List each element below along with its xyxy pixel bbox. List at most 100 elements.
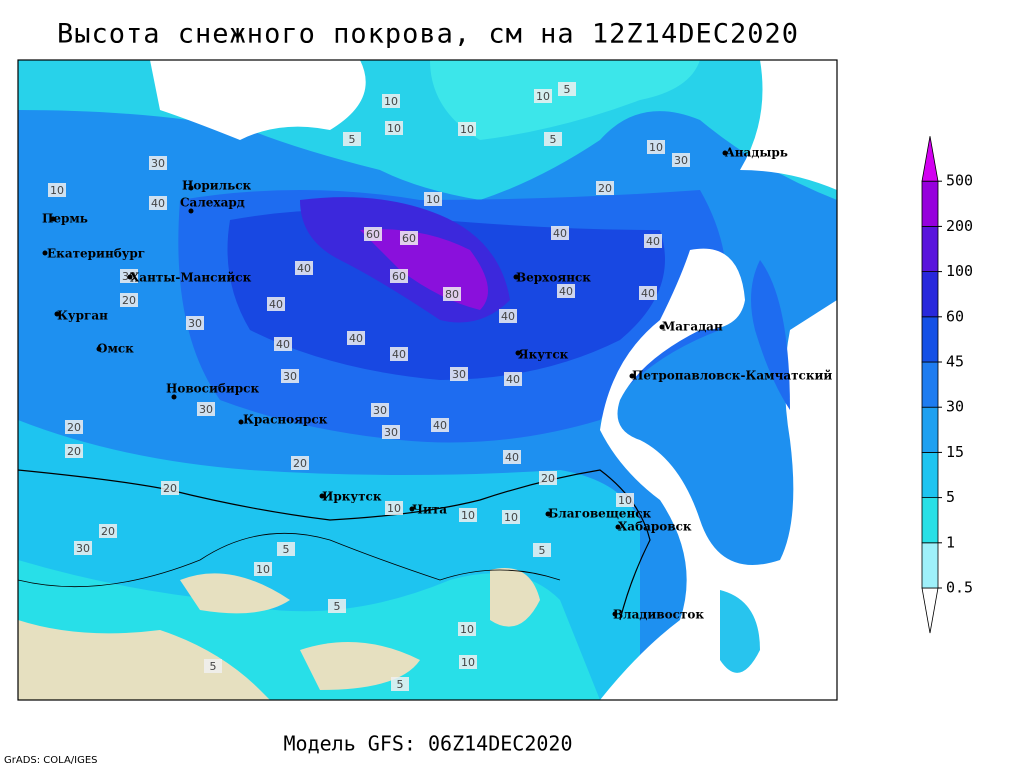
contour-label: 10 bbox=[618, 494, 632, 507]
contour-label: 10 bbox=[387, 122, 401, 135]
contour-label-box bbox=[120, 293, 138, 307]
contour-label: 40 bbox=[553, 227, 567, 240]
city-dot bbox=[127, 274, 133, 280]
contour-label-box bbox=[65, 444, 83, 458]
contour-label: 20 bbox=[101, 525, 115, 538]
city-dot bbox=[188, 208, 194, 214]
contour-label: 40 bbox=[646, 235, 660, 248]
model-footer: Модель GFS: 06Z14DEC2020 bbox=[284, 732, 573, 756]
contour-label-box bbox=[424, 192, 442, 206]
city-dot bbox=[54, 311, 60, 317]
city-label: Магадан bbox=[662, 320, 723, 334]
contour-label-box bbox=[504, 372, 522, 386]
contour-label: 10 bbox=[384, 95, 398, 108]
contour-label: 30 bbox=[283, 370, 297, 383]
contour-label: 10 bbox=[50, 184, 64, 197]
contour-label: 40 bbox=[349, 332, 363, 345]
contour-label-box bbox=[539, 471, 557, 485]
contour-label: 10 bbox=[649, 141, 663, 154]
legend-swatch bbox=[921, 271, 939, 318]
city-label: Екатеринбург bbox=[47, 247, 145, 261]
contour-label-box bbox=[458, 622, 476, 636]
city-label: Верхоянск bbox=[516, 271, 591, 285]
legend-label: 5 bbox=[946, 488, 955, 506]
contour-label-box bbox=[431, 418, 449, 432]
contour-label-box bbox=[443, 287, 461, 301]
contour-label: 10 bbox=[426, 193, 440, 206]
legend-swatch bbox=[921, 497, 939, 544]
contour-label: 60 bbox=[392, 270, 406, 283]
contour-label-box bbox=[503, 450, 521, 464]
legend-swatch bbox=[921, 180, 939, 227]
contour-label-box bbox=[502, 510, 520, 524]
contour-label-box bbox=[364, 227, 382, 241]
contour-label-box bbox=[534, 89, 552, 103]
contour-label: 20 bbox=[122, 294, 136, 307]
contour-label-box bbox=[390, 269, 408, 283]
city-label: Новосибирск bbox=[166, 382, 259, 396]
contour-label: 30 bbox=[674, 154, 688, 167]
legend-swatch bbox=[921, 542, 939, 589]
contour-label-box bbox=[639, 286, 657, 300]
city-label: Благовещенск bbox=[548, 507, 652, 521]
contour-label-box bbox=[267, 297, 285, 311]
contour-label: 20 bbox=[67, 445, 81, 458]
contour-label: 40 bbox=[297, 262, 311, 275]
contour-label: 40 bbox=[501, 310, 515, 323]
contour-label-box bbox=[186, 316, 204, 330]
legend-arrow-high bbox=[921, 136, 939, 182]
contour-label: 5 bbox=[539, 544, 546, 557]
contour-label: 60 bbox=[402, 232, 416, 245]
contour-label-box bbox=[274, 337, 292, 351]
contour-label-box bbox=[149, 196, 167, 210]
contour-label-box bbox=[281, 369, 299, 383]
contour-label-box bbox=[149, 156, 167, 170]
contour-label: 20 bbox=[541, 472, 555, 485]
legend-label: 0.5 bbox=[946, 579, 973, 597]
contour-label: 40 bbox=[151, 197, 165, 210]
city-label: Чита bbox=[412, 503, 447, 517]
contour-label-box bbox=[647, 140, 665, 154]
city-dot bbox=[188, 185, 194, 191]
city-dot bbox=[409, 506, 415, 512]
contour-label: 30 bbox=[384, 426, 398, 439]
legend-swatch bbox=[921, 406, 939, 453]
contour-label: 30 bbox=[373, 404, 387, 417]
contour-label: 30 bbox=[199, 403, 213, 416]
city-dot bbox=[722, 150, 728, 156]
contour-label: 40 bbox=[433, 419, 447, 432]
city-label: Иркутск bbox=[322, 490, 382, 504]
contour-label-box bbox=[254, 562, 272, 576]
contour-label: 20 bbox=[293, 457, 307, 470]
contour-label-box bbox=[99, 524, 117, 538]
contour-label-box bbox=[558, 82, 576, 96]
contour-label-box bbox=[295, 261, 313, 275]
contour-label-box bbox=[385, 121, 403, 135]
contour-label: 5 bbox=[550, 133, 557, 146]
city-label: Владивосток bbox=[613, 608, 704, 622]
contour-label: 5 bbox=[210, 660, 217, 673]
contour-label: 40 bbox=[505, 451, 519, 464]
contour-label: 40 bbox=[559, 285, 573, 298]
legend-label: 60 bbox=[946, 307, 964, 325]
contour-label: 5 bbox=[283, 543, 290, 556]
contour-label: 20 bbox=[163, 482, 177, 495]
contour-label: 5 bbox=[564, 83, 571, 96]
contour-label-box bbox=[328, 599, 346, 613]
contour-label: 60 bbox=[366, 228, 380, 241]
contour-label: 30 bbox=[76, 542, 90, 555]
contour-label-box bbox=[596, 181, 614, 195]
city-label: Пермь bbox=[42, 212, 88, 226]
contour-label: 40 bbox=[276, 338, 290, 351]
city-label: Салехард bbox=[180, 196, 245, 210]
city-dot bbox=[319, 493, 325, 499]
city-label: Якутск bbox=[518, 348, 569, 362]
contour-label-box bbox=[343, 132, 361, 146]
contour-label: 10 bbox=[387, 502, 401, 515]
contour-label: 10 bbox=[256, 563, 270, 576]
contour-label-box bbox=[385, 501, 403, 515]
city-dot bbox=[96, 346, 102, 352]
contour-label: 10 bbox=[460, 123, 474, 136]
contour-label: 5 bbox=[349, 133, 356, 146]
contour-label-box bbox=[204, 659, 222, 673]
